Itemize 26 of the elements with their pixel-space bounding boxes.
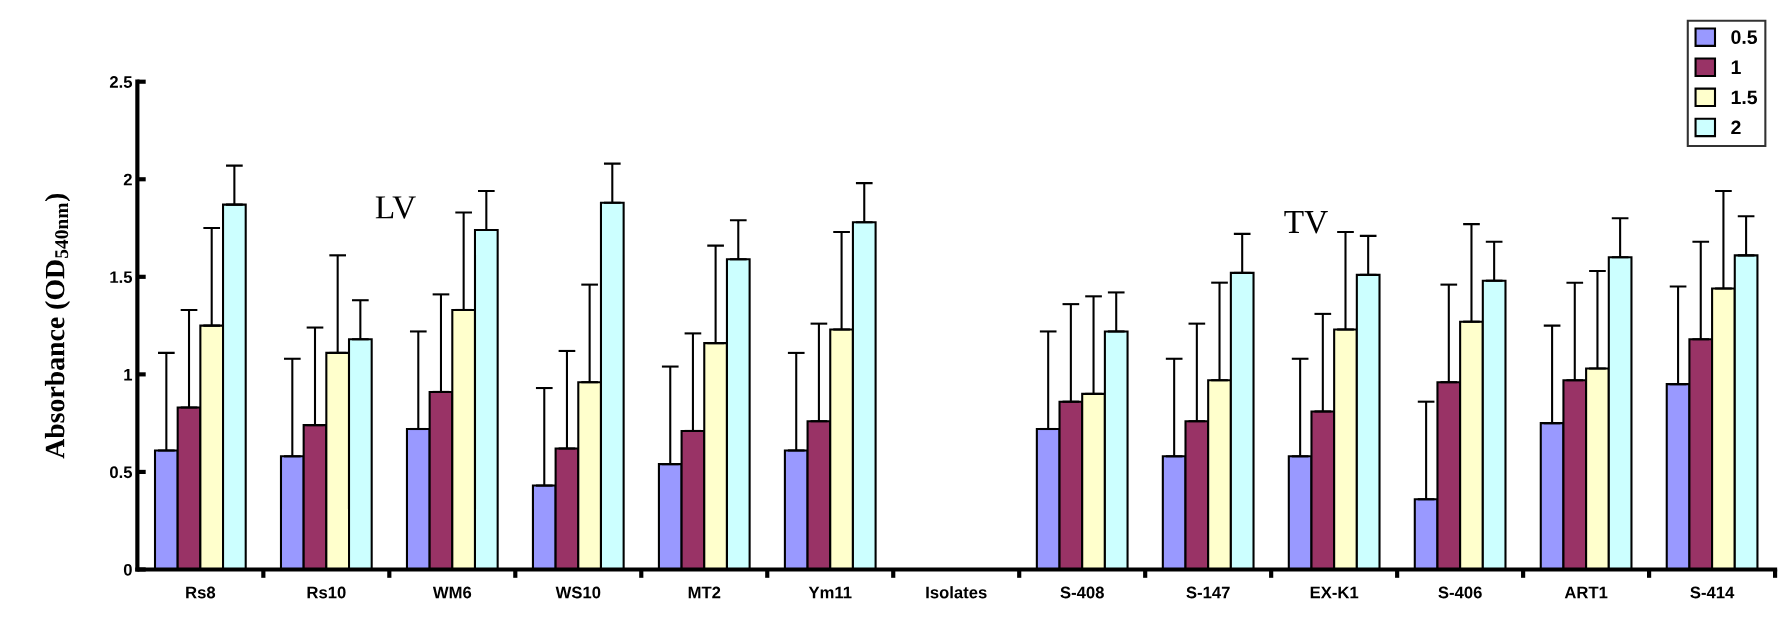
- x-tick-label: EX-K1: [1310, 586, 1359, 599]
- y-tick-label: 0.5: [110, 466, 133, 479]
- x-tick-label: WM6: [432, 586, 472, 599]
- y-tick-label: 1.5: [110, 271, 133, 284]
- y-tick-label: 2.5: [109, 76, 133, 88]
- x-tick-label: Rs8: [186, 586, 216, 599]
- annotation: TV: [1284, 211, 1328, 234]
- x-tick-label: S-408: [1060, 586, 1104, 599]
- y-tick-label: 0: [123, 563, 132, 576]
- y-axis-title: Absorbance (OD$_{540nm}$): [44, 193, 71, 459]
- x-tick-label: ART1: [1564, 586, 1608, 599]
- x-tick-label: S-147: [1186, 586, 1230, 599]
- annotation: LV: [375, 196, 416, 219]
- legend-label: 2: [1731, 120, 1741, 135]
- x-tick-label: MT2: [688, 586, 721, 599]
- x-tick-label: S-406: [1438, 586, 1482, 599]
- y-tick-label: 1: [124, 368, 133, 381]
- legend-label: 1: [1731, 60, 1741, 74]
- y-tick-label: 2: [123, 173, 132, 186]
- x-tick-label: WS10: [555, 586, 601, 599]
- x-tick-label: Rs10: [307, 586, 346, 599]
- x-tick-label: Ym11: [808, 586, 852, 599]
- legend-label: 0.5: [1731, 30, 1758, 45]
- x-tick-label: Isolates: [926, 586, 987, 599]
- legend-label: 1.5: [1731, 90, 1758, 105]
- x-tick-label: S-414: [1690, 586, 1735, 599]
